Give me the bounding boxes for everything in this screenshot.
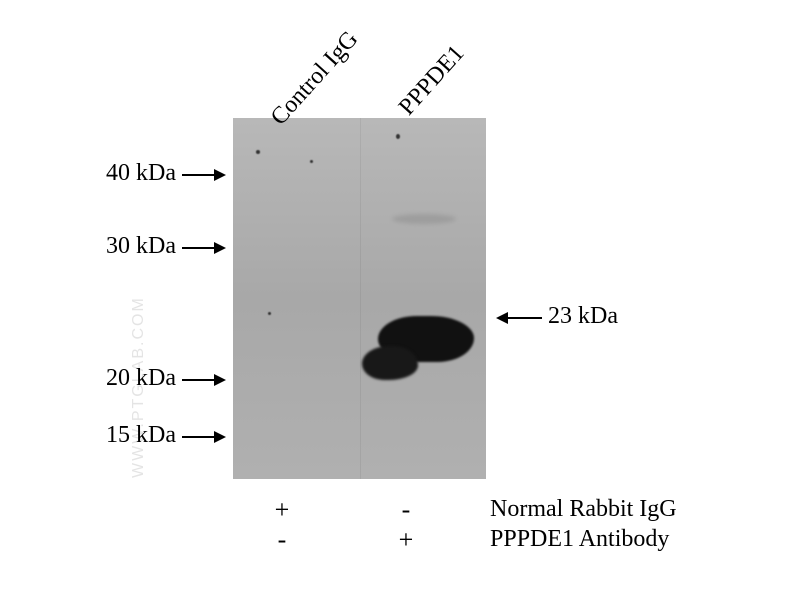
legend-row1-label: Normal Rabbit IgG xyxy=(490,496,677,523)
sign-r2c1: - xyxy=(270,525,294,555)
mw-label: 20 kDa xyxy=(86,365,176,392)
lane-label-target: PPPDE1 xyxy=(394,40,470,121)
arrow-right-icon xyxy=(182,374,226,386)
sign-r1c1: + xyxy=(270,495,294,525)
arrow-right-icon xyxy=(182,169,226,181)
sign-r2c2: + xyxy=(394,525,418,555)
figure-root: WWW.PTGLAB.COM Control IgG PPPDE1 40 kDa… xyxy=(0,0,800,600)
lane-separator xyxy=(360,118,361,479)
lane-label-control: Control IgG xyxy=(266,26,364,131)
arrow-right-icon xyxy=(182,431,226,443)
mw-label: 15 kDa xyxy=(86,422,176,449)
legend-row2-label: PPPDE1 Antibody xyxy=(490,526,669,553)
speck xyxy=(396,134,400,139)
speck xyxy=(268,312,271,315)
band-shoulder xyxy=(362,346,418,380)
arrow-right-icon xyxy=(182,242,226,254)
right-marker-label: 23 kDa xyxy=(548,303,618,330)
arrow-right-marker xyxy=(496,312,542,324)
mw-label: 40 kDa xyxy=(86,160,176,187)
speck xyxy=(310,160,313,163)
band-faint xyxy=(392,214,456,224)
speck xyxy=(256,150,260,154)
sign-r1c2: - xyxy=(394,495,418,525)
mw-label: 30 kDa xyxy=(86,233,176,260)
